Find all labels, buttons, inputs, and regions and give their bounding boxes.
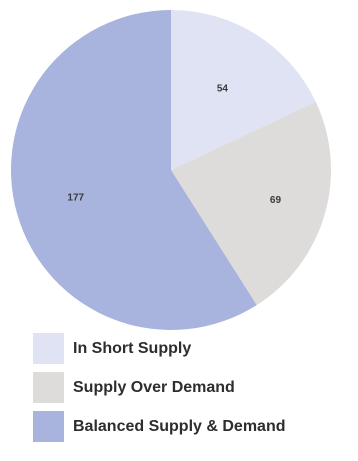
pie-chart: 54 69 177 <box>11 10 331 330</box>
legend-swatch-supply-over-demand <box>33 372 64 403</box>
pie-slice-balanced-supply-demand <box>11 10 257 330</box>
legend-label-in-short-supply: In Short Supply <box>73 339 192 357</box>
pie-slice-in-short-supply <box>171 10 316 170</box>
legend-swatch-in-short-supply <box>33 333 64 364</box>
pie-value-labels: 54 69 177 <box>67 84 281 206</box>
legend-label-supply-over-demand: Supply Over Demand <box>73 378 235 396</box>
legend-item-in-short-supply: In Short Supply <box>33 332 286 365</box>
pie-slice-supply-over-demand <box>171 101 331 306</box>
pie-value-label: 69 <box>270 195 282 206</box>
legend: In Short Supply Supply Over Demand Balan… <box>33 332 286 449</box>
legend-swatch-balanced-supply-demand <box>33 411 64 442</box>
pie-value-label: 54 <box>217 84 229 95</box>
pie-slices <box>11 10 331 330</box>
legend-item-supply-over-demand: Supply Over Demand <box>33 371 286 404</box>
legend-item-balanced-supply-demand: Balanced Supply & Demand <box>33 410 286 443</box>
pie-value-label: 177 <box>67 192 84 203</box>
legend-label-balanced-supply-demand: Balanced Supply & Demand <box>73 417 286 435</box>
